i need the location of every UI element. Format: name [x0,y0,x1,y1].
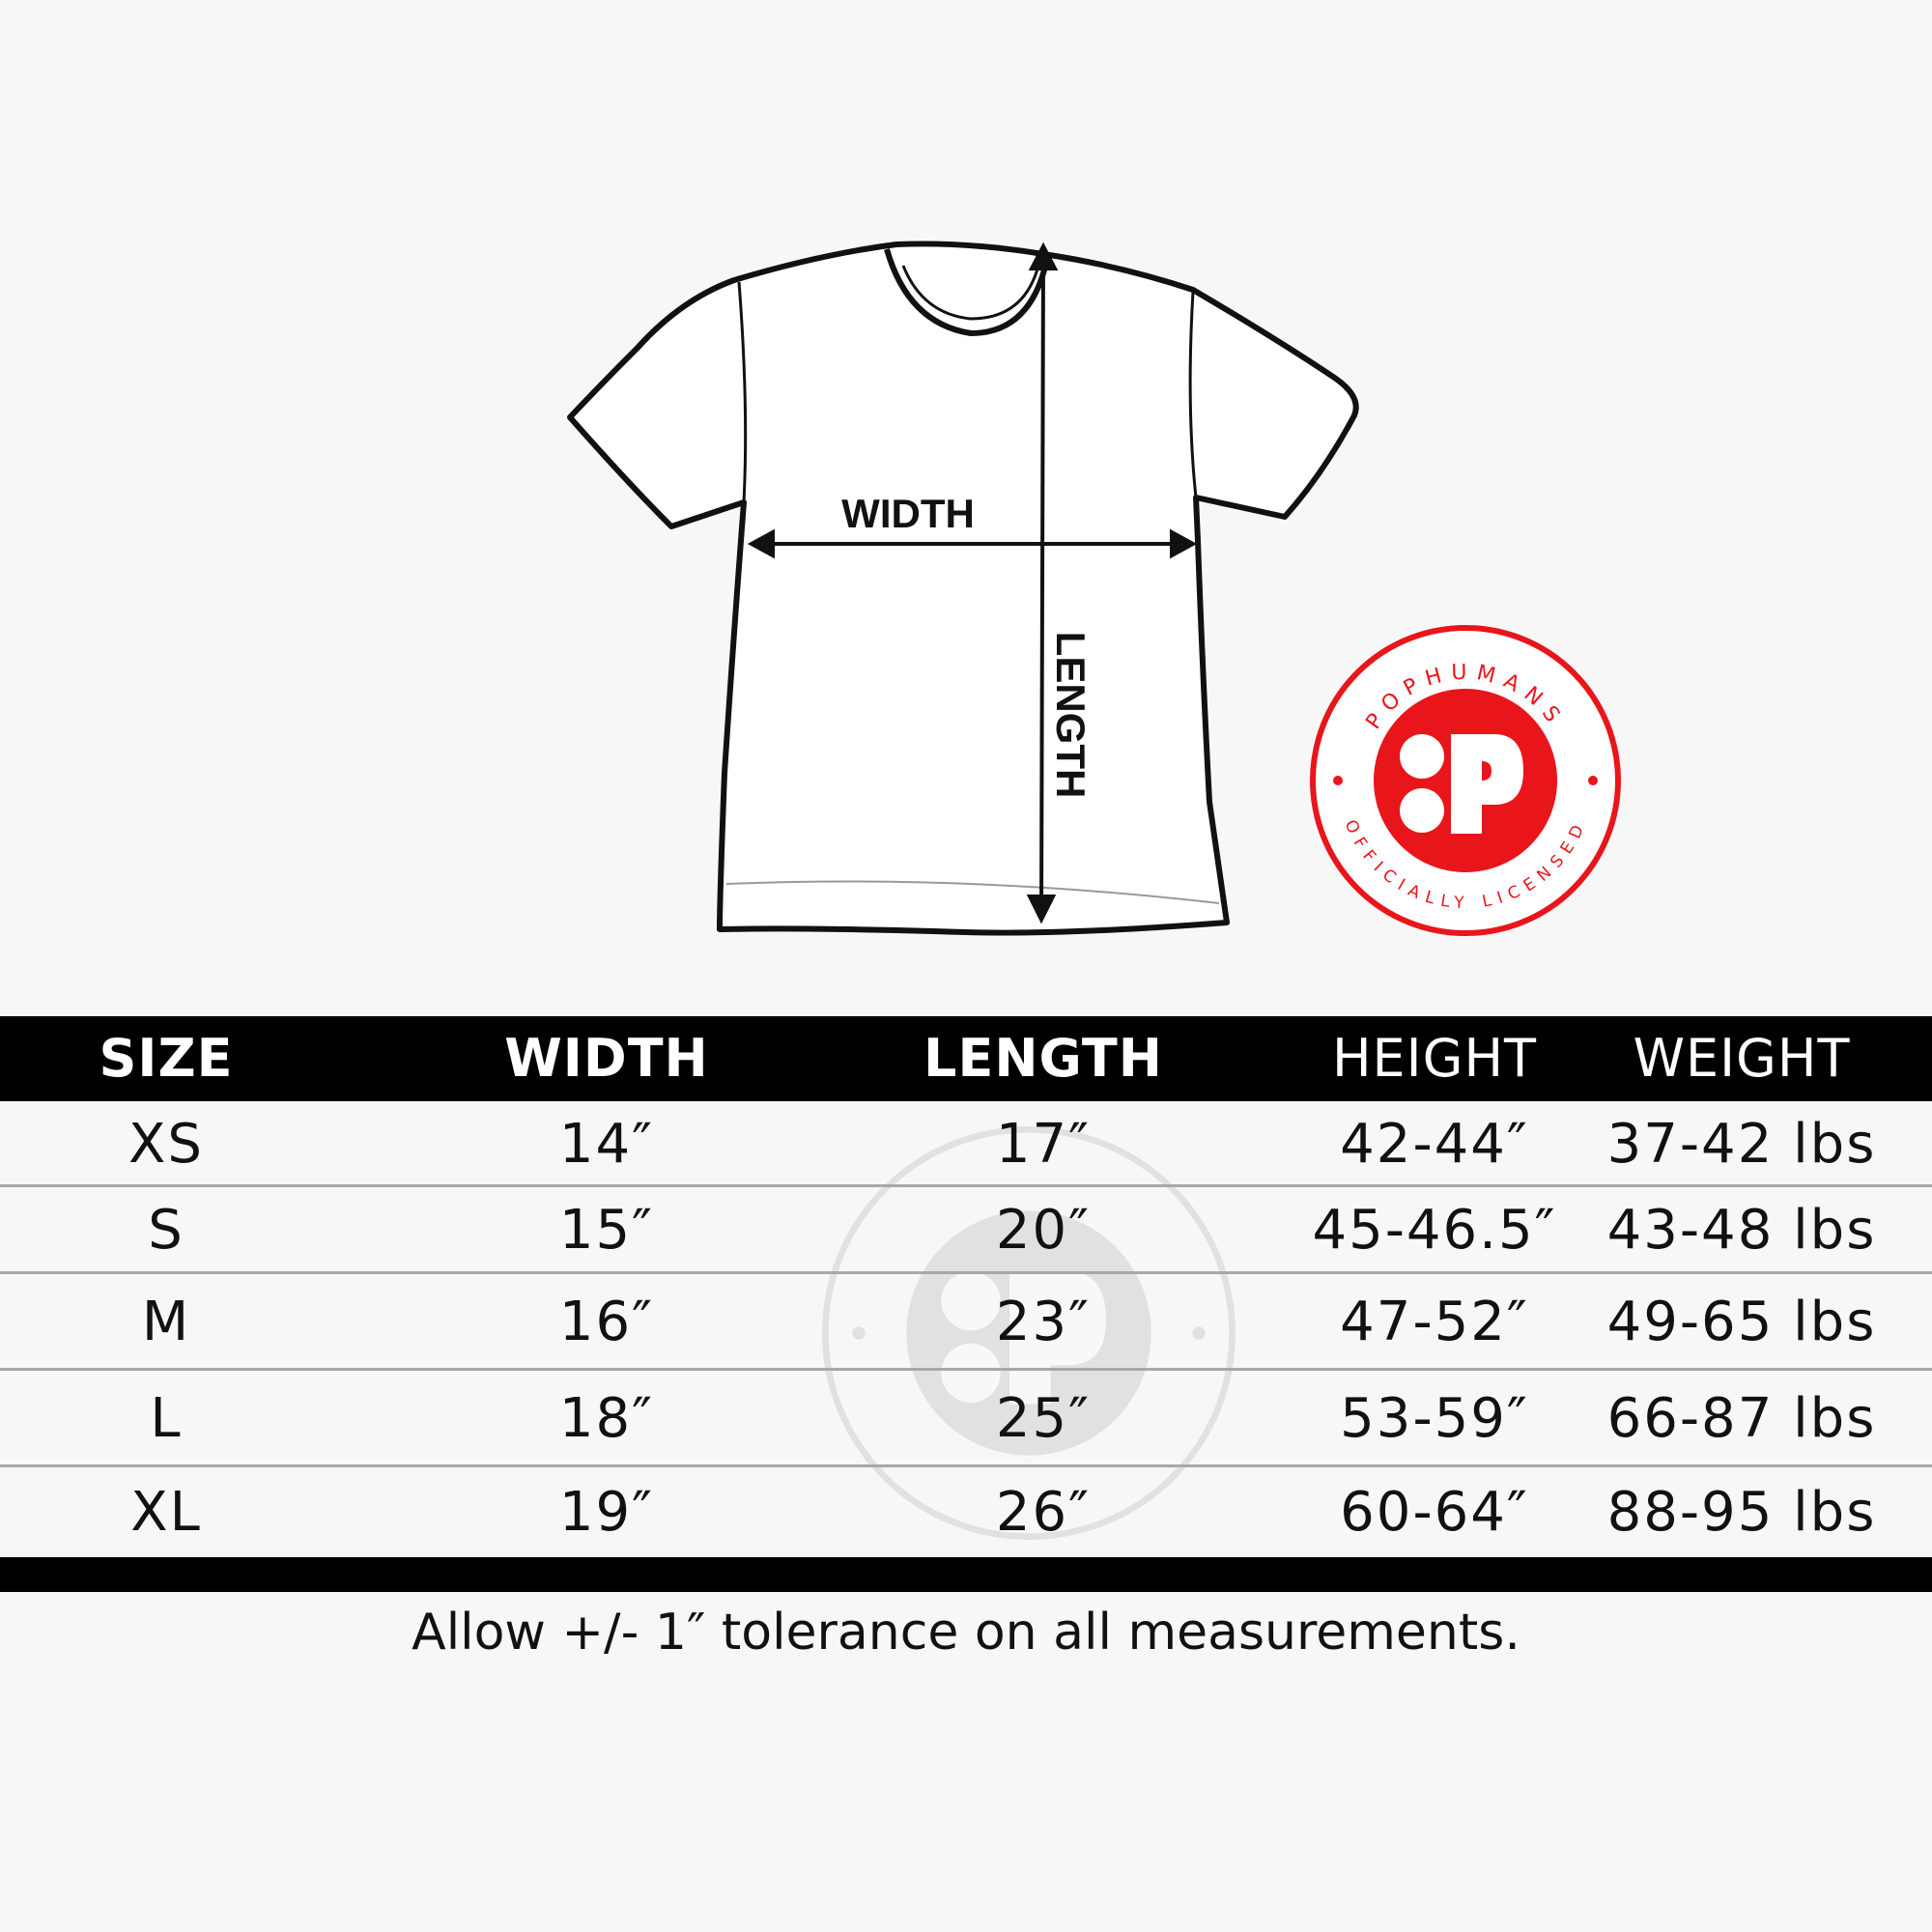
cell-height: 47-52″ [1340,1290,1529,1353]
tolerance-note: Allow +/- 1″ tolerance on all measuremen… [412,1604,1520,1662]
cell-length: 17″ [995,1112,1092,1176]
table-row: L 18″ 25″ 53-59″ 66-87 lbs [0,1370,1932,1466]
arrow-left-icon [747,528,775,559]
cell-size: L [150,1386,183,1450]
pophumans-badge-logo: POPHUMANS OFFICIALLY LICENSED [1310,625,1621,936]
column-header-weight: WEIGHT [1633,1028,1851,1089]
column-header-width: WIDTH [504,1028,709,1089]
column-header-length: LENGTH [923,1028,1163,1089]
cell-size: S [148,1198,185,1262]
cell-weight: 43-48 lbs [1606,1198,1877,1262]
column-header-height: HEIGHT [1331,1028,1538,1089]
cell-length: 26″ [995,1480,1092,1544]
arrow-down-icon [1026,895,1057,924]
cell-height: 45-46.5″ [1312,1198,1557,1262]
cell-width: 16″ [558,1290,655,1353]
cell-weight: 49-65 lbs [1606,1290,1877,1353]
tshirt-outline [567,241,1359,936]
table-row: S 15″ 20″ 45-46.5″ 43-48 lbs [0,1186,1932,1273]
cell-length: 23″ [995,1290,1092,1353]
cell-weight: 37-42 lbs [1606,1112,1877,1176]
cell-size: XL [130,1480,202,1544]
width-label: WIDTH [841,491,975,536]
cell-height: 53-59″ [1340,1386,1529,1450]
size-table-header: SIZE WIDTH LENGTH HEIGHT WEIGHT [0,1016,1932,1101]
row-divider [0,1184,1932,1187]
cell-weight: 66-87 lbs [1606,1386,1877,1450]
row-divider [0,1368,1932,1371]
table-row: M 16″ 23″ 47-52″ 49-65 lbs [0,1273,1932,1370]
row-divider [0,1464,1932,1467]
table-bottom-bar [0,1557,1932,1592]
cell-weight: 88-95 lbs [1606,1480,1877,1544]
cell-size: M [141,1290,191,1353]
table-row: XL 19″ 26″ 60-64″ 88-95 lbs [0,1466,1932,1557]
column-header-size: SIZE [99,1028,234,1089]
table-row: XS 14″ 17″ 42-44″ 37-42 lbs [0,1101,1932,1186]
cell-size: XS [128,1112,204,1176]
cell-width: 19″ [558,1480,655,1544]
row-divider [0,1271,1932,1274]
tshirt-collar [884,248,1051,336]
cell-height: 42-44″ [1340,1112,1529,1176]
cell-width: 15″ [558,1198,655,1262]
length-label: LENGTH [1048,632,1094,799]
cell-height: 60-64″ [1340,1480,1529,1544]
arrow-right-icon [1170,528,1198,559]
cell-width: 14″ [558,1112,655,1176]
cell-length: 25″ [995,1386,1092,1450]
cell-length: 20″ [995,1198,1092,1262]
tshirt-diagram: WIDTH LENGTH [567,241,1359,936]
cell-width: 18″ [558,1386,655,1450]
arrow-up-icon [1028,242,1059,270]
